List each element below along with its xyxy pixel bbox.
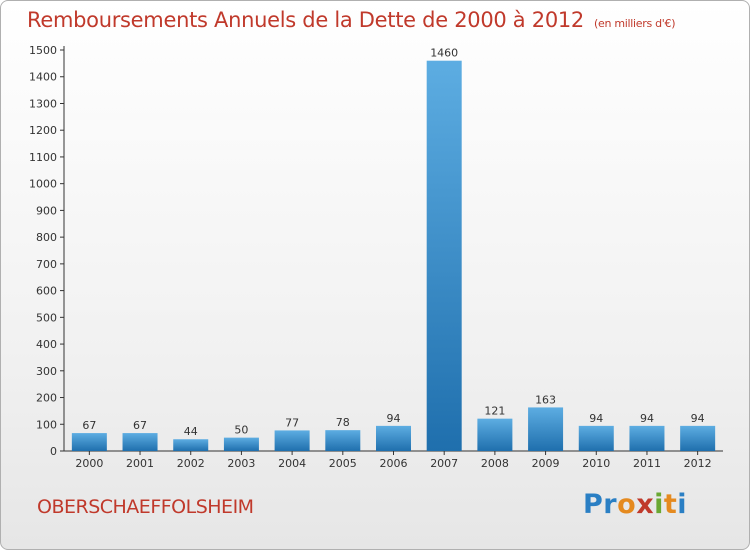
bar-2011 [629, 425, 665, 451]
axes: 0 100 200 300 400 500 600 700 800 900 1000 1100 1200… [29, 44, 723, 458]
y-tick-label: 1100 [29, 151, 57, 164]
x-tick-label: 2006 [380, 457, 408, 470]
x-tick-label: 2004 [278, 457, 306, 470]
chart-unit: (en milliers d'€) [594, 17, 676, 30]
x-tick-label: 2010 [582, 457, 610, 470]
x-tick-label: 2011 [633, 457, 661, 470]
y-tick-label: 600 [36, 285, 57, 298]
bar-2008 [477, 418, 513, 451]
x-tick-label: 2003 [227, 457, 255, 470]
value-label-2011: 94 [640, 412, 654, 425]
bar-2009 [528, 407, 564, 451]
value-label-2009: 163 [535, 393, 556, 406]
x-tick-label: 2001 [126, 457, 154, 470]
commune-name: OBERSCHAEFFOLSHEIM [37, 496, 254, 518]
y-tick-label: 100 [36, 418, 57, 431]
x-tick-label: 2007 [430, 457, 458, 470]
y-tick-label: 1300 [29, 97, 57, 110]
y-tick-label: 700 [36, 258, 57, 271]
y-tick-label: 800 [36, 231, 57, 244]
y-tick-label: 1500 [29, 44, 57, 57]
bar-2007 [426, 60, 462, 452]
bar-2003 [223, 437, 259, 451]
y-tick-label: 500 [36, 311, 57, 324]
y-tick-label: 0 [50, 445, 57, 458]
value-label-2010: 94 [589, 412, 603, 425]
value-label-2002: 44 [184, 425, 198, 438]
value-label-2001: 67 [133, 419, 147, 432]
x-tick-label: 2009 [532, 457, 560, 470]
labels: 2000 67 2001 67 2002 44 2003 50 2004 77 2005 78 2006… [75, 47, 711, 470]
x-tick-label: 2005 [329, 457, 357, 470]
value-label-2012: 94 [691, 412, 705, 425]
y-tick-label: 900 [36, 204, 57, 217]
value-label-2008: 121 [484, 405, 505, 418]
bar-2012 [680, 425, 716, 451]
y-tick-label: 1000 [29, 178, 57, 191]
x-tick-label: 2002 [177, 457, 205, 470]
x-tick-label: 2000 [75, 457, 103, 470]
value-label-2003: 50 [234, 424, 248, 437]
value-label-2006: 94 [387, 412, 401, 425]
y-tick-label: 300 [36, 365, 57, 378]
bar-2006 [376, 425, 411, 451]
bar-2010 [578, 425, 614, 451]
value-label-2004: 77 [285, 416, 299, 429]
value-label-2007: 1460 [430, 47, 458, 60]
value-label-2000: 67 [82, 419, 96, 432]
x-tick-label: 2008 [481, 457, 509, 470]
chart-title-text: Remboursements Annuels de la Dette de 20… [27, 8, 584, 32]
y-tick-label: 1400 [29, 71, 57, 84]
y-tick-label: 200 [36, 392, 57, 405]
bar-2005 [325, 430, 361, 451]
y-tick-label: 400 [36, 338, 57, 351]
value-label-2005: 78 [336, 416, 350, 429]
bar-2004 [274, 430, 310, 451]
bar-2002 [173, 439, 209, 451]
proxiti-logo: Proxiti [583, 489, 688, 520]
bar-2000 [71, 433, 107, 451]
bars [71, 60, 716, 452]
y-tick-label: 1200 [29, 124, 57, 137]
chart-title: Remboursements Annuels de la Dette de 20… [27, 8, 675, 32]
bar-2001 [122, 433, 158, 451]
x-tick-label: 2012 [684, 457, 712, 470]
